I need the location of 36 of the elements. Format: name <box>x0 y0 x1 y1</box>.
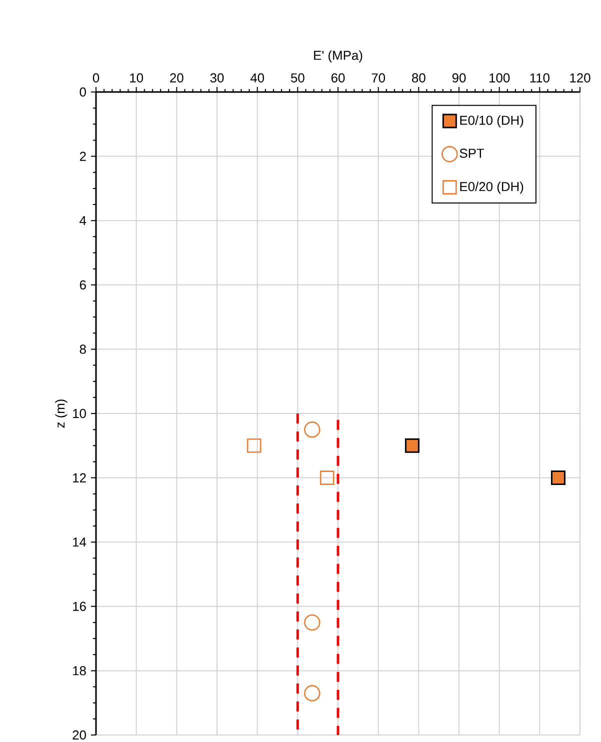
legend-label: E0/10 (DH) <box>460 115 524 128</box>
y-tick-label: 0 <box>80 87 86 97</box>
x-tick-label: 30 <box>210 73 224 82</box>
y-tick-label: 10 <box>73 408 86 418</box>
y-axis-title: z (m) <box>55 400 68 428</box>
x-tick-label: 80 <box>412 73 426 82</box>
y-tick-label: 12 <box>73 473 86 482</box>
x-tick-label: 70 <box>372 73 386 82</box>
y-tick-label: 14 <box>73 538 86 547</box>
x-tick-label: 100 <box>490 73 510 82</box>
x-tick-label: 10 <box>130 73 144 82</box>
y-tick-label: 6 <box>80 280 86 290</box>
point <box>404 438 420 453</box>
y-tick-label: 18 <box>73 666 86 676</box>
y-tick-label: 2 <box>80 152 86 161</box>
point <box>320 470 334 485</box>
x-tick-label: 110 <box>530 73 550 82</box>
y-tick-label: 16 <box>73 602 86 611</box>
point <box>550 470 566 486</box>
x-tick-label: 50 <box>290 73 304 82</box>
x-tick-label: 60 <box>331 73 345 82</box>
point <box>246 438 262 453</box>
y-tick-label: 20 <box>72 730 86 740</box>
y-tick-label: 8 <box>80 344 86 354</box>
point <box>304 614 320 631</box>
point <box>304 685 320 702</box>
x-axis-title: E' (MPa) <box>314 50 362 62</box>
x-tick-label: 40 <box>250 73 264 82</box>
legend-label: SPT <box>460 148 484 158</box>
x-tick-label: 120 <box>570 73 590 82</box>
x-tick-label: 0 <box>92 73 100 82</box>
x-tick-label: 90 <box>452 73 466 82</box>
y-tick-label: 4 <box>80 216 86 226</box>
x-tick-label: 20 <box>170 73 184 82</box>
point <box>304 421 320 438</box>
legend-label: E0/20 (DH) <box>460 182 524 194</box>
